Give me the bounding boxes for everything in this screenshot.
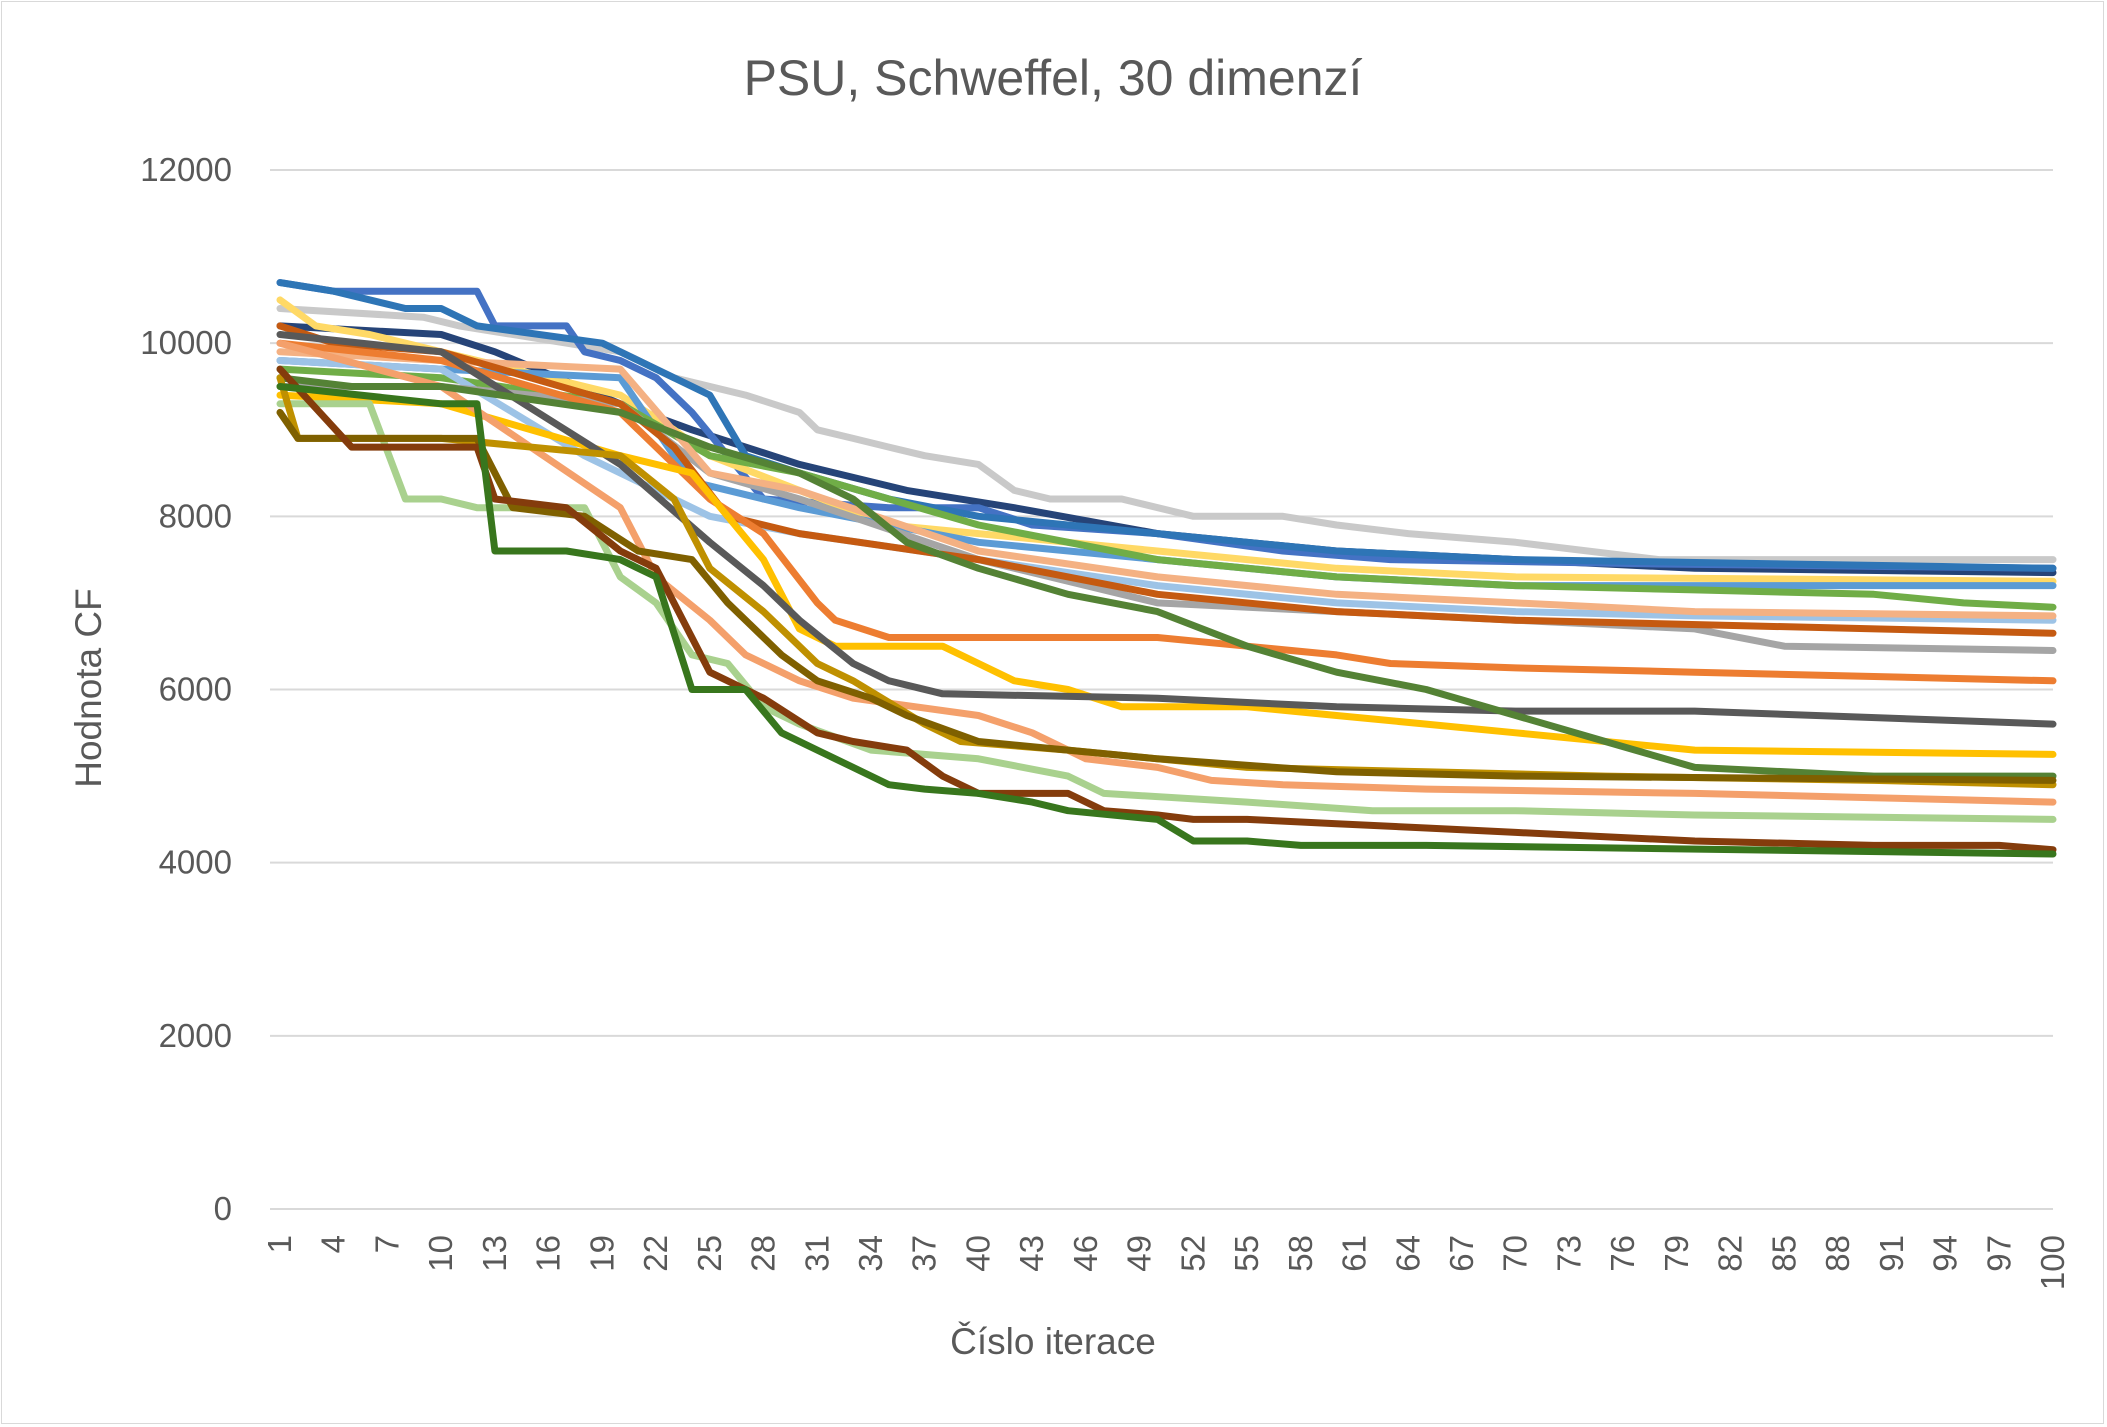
x-tick-label: 19: [583, 1235, 620, 1272]
x-tick-label: 37: [906, 1235, 943, 1272]
x-axis-title: Číslo iterace: [950, 1321, 1156, 1362]
x-tick-label: 88: [1819, 1235, 1856, 1272]
x-tick-label: 22: [637, 1235, 674, 1272]
series-line-19: [276, 408, 2057, 784]
x-axis-ticks: 1 4 7 10 13 16 19 22 25 28 31 34 37 40 43 46 49 52 55 58 61 6…: [261, 1235, 2071, 1290]
y-axis-title: Hodnota CF: [68, 588, 109, 788]
x-tick-label: 61: [1336, 1235, 1373, 1272]
y-tick-label: 0: [214, 1190, 232, 1227]
x-tick-label: 94: [1927, 1235, 1964, 1272]
y-tick-label: 6000: [159, 671, 232, 708]
y-axis-ticks: 0 2000 4000 6000 8000 10000 12000: [140, 151, 232, 1227]
series-group: [276, 279, 2057, 858]
x-tick-label: 79: [1658, 1235, 1695, 1272]
x-tick-label: 73: [1550, 1235, 1587, 1272]
x-tick-label: 100: [2034, 1235, 2071, 1290]
y-tick-label: 12000: [140, 151, 232, 188]
x-tick-label: 58: [1282, 1235, 1319, 1272]
x-tick-label: 91: [1873, 1235, 1910, 1272]
series-line-12: [276, 339, 2057, 685]
x-tick-label: 34: [852, 1235, 889, 1272]
y-tick-label: 8000: [159, 497, 232, 534]
x-tick-label: 43: [1013, 1235, 1050, 1272]
x-tick-label: 25: [691, 1235, 728, 1272]
x-tick-label: 40: [959, 1235, 996, 1272]
series-line-13: [276, 391, 2057, 758]
y-tick-label: 4000: [159, 844, 232, 881]
x-tick-label: 82: [1712, 1235, 1749, 1272]
x-tick-label: 13: [476, 1235, 513, 1272]
x-tick-label: 64: [1389, 1235, 1426, 1272]
x-tick-label: 49: [1121, 1235, 1158, 1272]
x-tick-label: 10: [422, 1235, 459, 1272]
series-line-10: [276, 348, 2057, 620]
series-line-17: [276, 374, 2057, 780]
series-line-21: [276, 383, 2057, 858]
x-tick-label: 16: [530, 1235, 567, 1272]
x-tick-label: 7: [368, 1235, 405, 1253]
chart-title: PSU, Schweffel, 30 dimenzí: [744, 50, 1363, 106]
x-tick-label: 97: [1980, 1235, 2017, 1272]
x-tick-label: 1: [261, 1235, 298, 1253]
x-tick-label: 85: [1765, 1235, 1802, 1272]
y-tick-label: 2000: [159, 1017, 232, 1054]
x-tick-label: 28: [745, 1235, 782, 1272]
x-tick-label: 70: [1497, 1235, 1534, 1272]
x-tick-label: 46: [1067, 1235, 1104, 1272]
x-tick-label: 31: [798, 1235, 835, 1272]
x-tick-label: 55: [1228, 1235, 1265, 1272]
x-tick-label: 4: [315, 1235, 352, 1253]
series-line-3: [276, 279, 2057, 572]
y-tick-label: 10000: [140, 324, 232, 361]
x-tick-label: 76: [1604, 1235, 1641, 1272]
x-tick-label: 52: [1174, 1235, 1211, 1272]
series-line-14: [276, 331, 2057, 728]
x-tick-label: 67: [1443, 1235, 1480, 1272]
